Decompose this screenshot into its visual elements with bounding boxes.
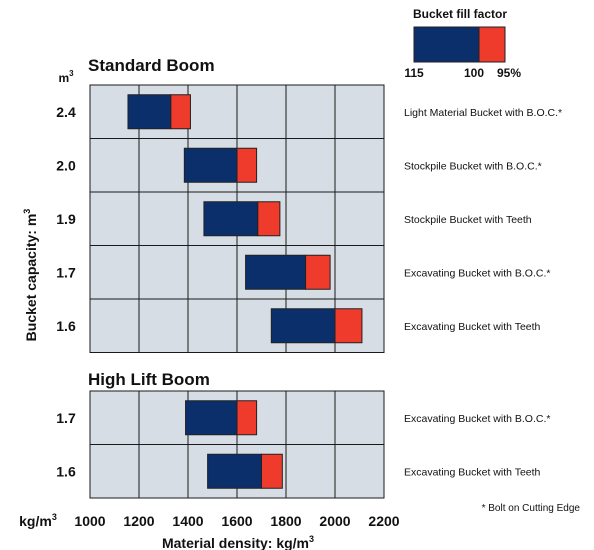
- bar-fill-115-100: [127, 94, 172, 130]
- panel-title-high-lift-boom: High Lift Boom: [88, 370, 210, 389]
- bar-fill-100-95: [170, 94, 191, 130]
- legend-main-swatch: [413, 26, 480, 63]
- capacity-tick-label: 1.7: [56, 264, 76, 280]
- x-axis-title: Material density: kg/m3: [162, 534, 314, 550]
- x-unit-sup: 3: [52, 512, 57, 522]
- capacity-tick-label: 2.4: [56, 104, 76, 120]
- y-axis-title-sup: 3: [22, 209, 32, 214]
- bucket-type-label: Excavating Bucket with Teeth: [404, 466, 541, 478]
- x-tick-labels: 1000 1200 1400 1600 1800 2000 2200: [74, 513, 399, 529]
- panel-title-standard-boom: Standard Boom: [88, 56, 215, 75]
- bucket-type-label: Stockpile Bucket with Teeth: [404, 214, 532, 226]
- y-unit-sup: 3: [69, 69, 74, 78]
- x-tick-label: 1200: [123, 513, 154, 529]
- legend-label-100: 100: [464, 66, 484, 80]
- y-unit-label: m3: [58, 69, 74, 85]
- bar-fill-115-100: [185, 400, 238, 436]
- legend-label-115: 115: [404, 66, 424, 80]
- bucket-type-label: Excavating Bucket with B.O.C.*: [404, 413, 550, 425]
- bar-fill-100-95: [305, 254, 331, 290]
- fill-factor-legend: Bucket fill factor 115 100 95%: [404, 7, 521, 80]
- x-tick-label: 1000: [74, 513, 105, 529]
- bar-fill-100-95: [261, 453, 283, 489]
- y-unit-text: m: [58, 71, 69, 85]
- x-tick-label: 2200: [368, 513, 399, 529]
- legend-label-95: 95%: [497, 66, 521, 80]
- bucket-type-label: Light Material Bucket with B.O.C.*: [404, 107, 562, 119]
- bucket-type-label: Stockpile Bucket with B.O.C.*: [404, 160, 542, 172]
- bar-fill-100-95: [236, 147, 258, 183]
- capacity-tick-label: 1.9: [56, 211, 76, 227]
- bars-layer: 2.4 Light Material Bucket with B.O.C.* 2.0…: [56, 94, 562, 489]
- x-axis-title-sup: 3: [309, 534, 314, 544]
- capacity-tick-label: 1.7: [56, 410, 76, 426]
- bar-fill-100-95: [257, 201, 281, 237]
- x-tick-label: 1400: [172, 513, 203, 529]
- capacity-tick-label: 2.0: [56, 157, 76, 173]
- footnote: * Bolt on Cutting Edge: [482, 503, 581, 514]
- x-axis-title-text: Material density: kg/m: [162, 535, 309, 550]
- bar-fill-115-100: [207, 453, 263, 489]
- x-unit-label: kg/m3: [19, 512, 57, 529]
- bar-fill-100-95: [236, 400, 258, 436]
- x-tick-label: 1800: [270, 513, 301, 529]
- x-tick-label: 2000: [319, 513, 350, 529]
- bar-fill-115-100: [203, 201, 259, 237]
- capacity-tick-label: 1.6: [56, 318, 76, 334]
- legend-tip-swatch: [478, 26, 506, 63]
- capacity-tick-label: 1.6: [56, 463, 76, 479]
- bar-fill-115-100: [183, 147, 238, 183]
- panels-layer: [89, 84, 385, 499]
- bucket-type-label: Excavating Bucket with B.O.C.*: [404, 267, 550, 279]
- bar-fill-115-100: [245, 254, 307, 290]
- bar-fill-115-100: [270, 308, 336, 344]
- x-tick-label: 1600: [221, 513, 252, 529]
- x-unit-text: kg/m: [19, 513, 52, 529]
- bar-fill-100-95: [334, 308, 363, 344]
- y-axis-title: Bucket capacity: m3: [22, 209, 39, 342]
- legend-title: Bucket fill factor: [413, 7, 507, 21]
- bucket-type-label: Excavating Bucket with Teeth: [404, 321, 541, 333]
- y-axis-title-text: Bucket capacity: m: [23, 214, 39, 342]
